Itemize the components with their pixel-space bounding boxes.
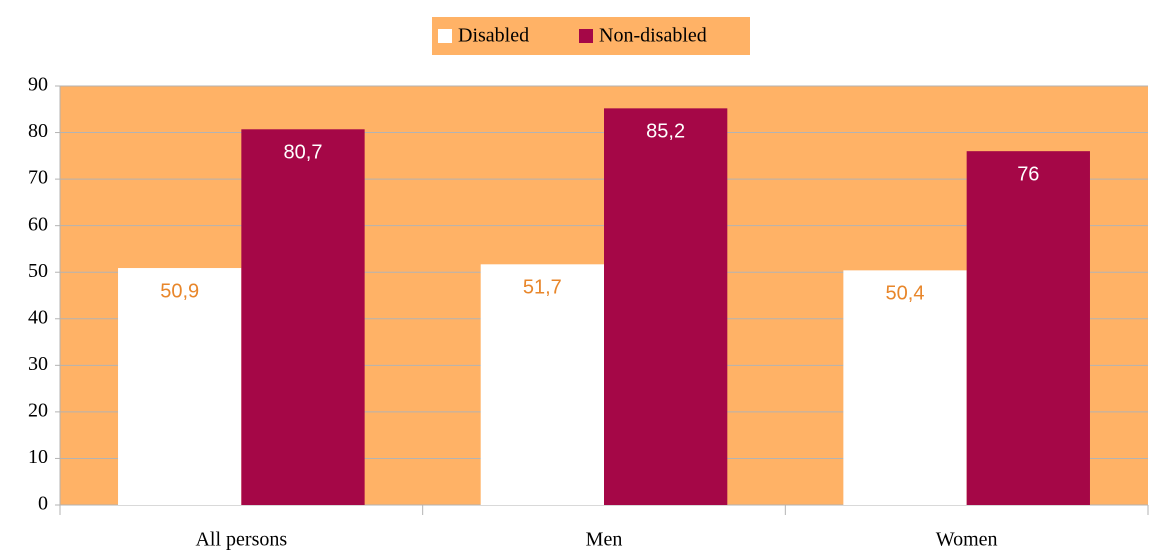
y-tick-label: 70 [28, 167, 48, 189]
y-tick-label: 10 [28, 446, 48, 468]
value-label: 51,7 [523, 277, 562, 299]
y-tick-label: 30 [28, 353, 48, 375]
y-tick-label: 0 [38, 493, 48, 515]
legend-label: Disabled [458, 25, 529, 47]
value-label: 80,7 [284, 142, 323, 164]
y-tick-label: 50 [28, 260, 48, 282]
x-tick-label: All persons [195, 529, 287, 551]
legend-label: Non-disabled [599, 25, 707, 47]
legend-swatch [579, 29, 593, 43]
y-tick-label: 80 [28, 120, 48, 142]
bar [241, 129, 365, 505]
bar [118, 268, 242, 505]
x-tick-label: Women [936, 529, 998, 551]
bar [604, 108, 728, 505]
y-tick-label: 40 [28, 306, 48, 328]
bar [843, 270, 967, 505]
value-label: 50,9 [160, 280, 199, 302]
y-tick-label: 60 [28, 213, 48, 235]
y-tick-label: 20 [28, 399, 48, 421]
bar [966, 151, 1090, 505]
legend-swatch [438, 29, 452, 43]
value-label: 76 [1017, 163, 1039, 185]
value-label: 50,4 [886, 283, 925, 305]
value-label: 85,2 [646, 121, 685, 143]
bar [480, 264, 604, 505]
y-tick-label: 90 [28, 74, 48, 96]
x-tick-label: Men [586, 529, 623, 551]
